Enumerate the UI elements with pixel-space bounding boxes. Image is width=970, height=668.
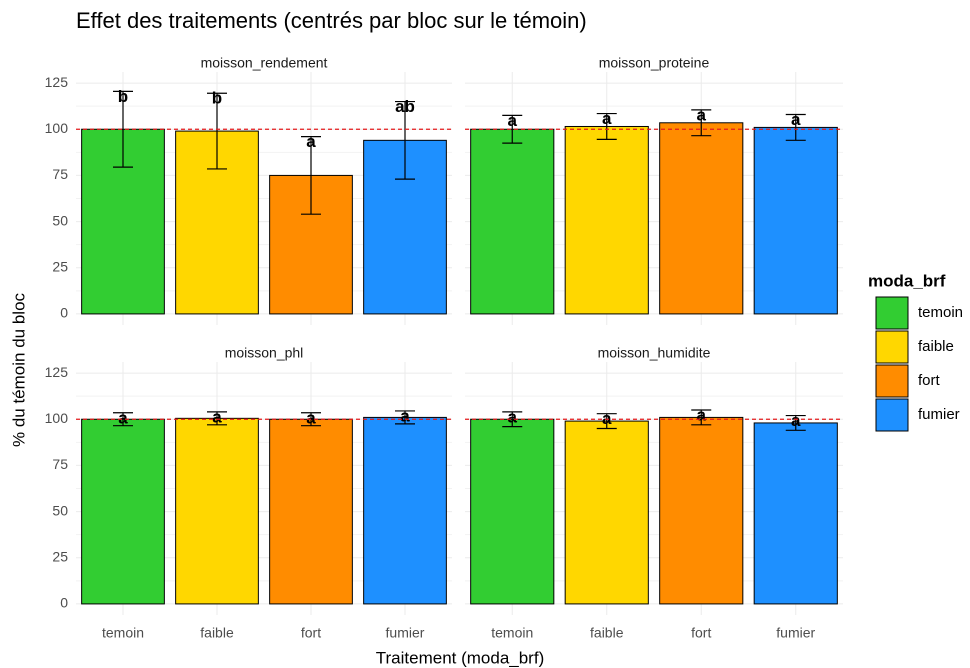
error-bar [301,136,321,215]
facet-title: moisson_proteine [599,55,710,71]
error-bar [207,411,227,426]
legend-key [875,330,909,364]
x-tick-label: faible [590,625,624,641]
bar [470,418,555,605]
significance-letter: a [508,407,518,426]
significance-letter: a [306,408,316,427]
x-tick-label: fort [301,625,321,641]
significance-letter: a [791,411,801,430]
error-bar [691,109,712,137]
bar [81,418,165,605]
significance-letter: a [212,407,222,426]
y-tick-label: 50 [52,502,68,518]
x-axis-label: Traitement (moda_brf) [376,648,544,667]
legend-label: faible [918,338,954,355]
y-tick-label: 100 [45,120,69,136]
legend-key [875,364,909,398]
legend-title: moda_brf [868,271,946,290]
bar [659,416,744,605]
error-bar [395,410,415,425]
bar [175,417,259,605]
x-tick-label: fumier [776,625,815,641]
significance-letter: a [306,132,316,151]
significance-letter: ab [395,97,415,116]
y-tick-label: 75 [52,456,68,472]
y-tick-label: 50 [52,212,68,228]
y-tick-label: 25 [52,548,68,564]
bar [753,422,838,605]
y-tick-label: 125 [45,364,69,380]
bar [470,128,555,315]
legend-label: fumier [918,406,960,423]
bar [753,126,838,315]
error-bar [596,413,617,430]
y-axis-label: % du témoin du bloc [9,292,28,447]
error-bar [785,414,806,431]
x-tick-label: temoin [102,625,144,641]
significance-letter: a [118,408,128,427]
error-bar [395,100,415,180]
y-tick-label: 100 [45,410,69,426]
bar [269,418,353,605]
x-tick-label: temoin [491,625,533,641]
error-bar [113,412,133,427]
bar [363,416,447,605]
error-bar [596,112,617,141]
error-bar [502,411,523,428]
facet-title: moisson_humidite [598,345,711,361]
error-bar [785,113,806,141]
significance-letter: a [791,110,801,129]
bar [564,420,649,605]
error-bar [207,92,227,170]
significance-letter: b [118,87,128,106]
facet-title: moisson_rendement [201,55,328,71]
y-tick-label: 0 [60,305,68,321]
significance-letter: b [212,89,222,108]
error-bar [113,90,133,168]
significance-letter: a [697,105,707,124]
y-tick-label: 25 [52,258,68,274]
y-tick-label: 0 [60,595,68,611]
x-tick-label: fumier [386,625,425,641]
x-tick-label: faible [200,625,234,641]
significance-letter: a [508,111,518,130]
significance-letter: a [400,406,410,425]
error-bar [691,409,712,426]
bar [659,122,744,315]
x-tick-label: fort [691,625,711,641]
significance-letter: a [697,405,707,424]
legend-key [875,296,909,330]
legend-key [875,398,909,432]
error-bar [502,114,523,144]
significance-letter: a [602,109,612,128]
bar [564,125,649,315]
y-tick-label: 75 [52,166,68,182]
facet-title: moisson_phl [225,345,304,361]
legend-label: fort [918,372,941,389]
chart-title: Effet des traitements (centrés par bloc … [76,8,587,33]
y-tick-label: 125 [45,74,69,90]
legend-label: temoin [918,304,963,321]
